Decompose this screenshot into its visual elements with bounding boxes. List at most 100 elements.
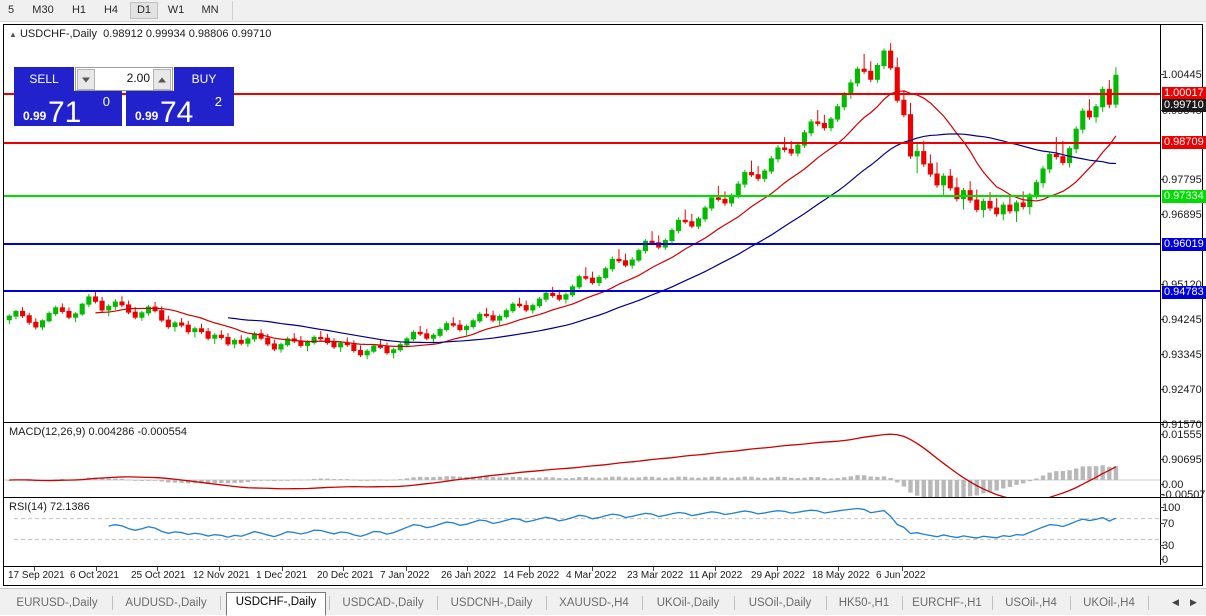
- date-tick-label: 23 Mar 2022: [627, 570, 684, 581]
- horizontal-level-line[interactable]: [4, 290, 1160, 292]
- collapse-caret-icon[interactable]: ▲: [9, 30, 17, 39]
- price-level-chip[interactable]: 0.98709: [1162, 136, 1206, 149]
- symbol-tab-usoil--daily[interactable]: USOil-,Daily: [748, 597, 812, 609]
- timeframe-m30[interactable]: M30: [32, 4, 54, 16]
- rsi-tick-label: 30: [1162, 540, 1175, 552]
- buy-price-button[interactable]: 0.99 74 2: [126, 91, 234, 129]
- rsi-tickmark: [1160, 523, 1164, 524]
- chart-frame: ▲ USDCHF-,Daily 0.98912 0.99934 0.98806 …: [3, 24, 1206, 586]
- buy-button[interactable]: BUY: [174, 67, 234, 91]
- volume-increment-button[interactable]: [153, 69, 171, 90]
- sell-price-main: 71: [48, 96, 82, 129]
- price-level-chip[interactable]: 0.94783: [1162, 286, 1206, 299]
- date-tick-label: 18 May 2022: [812, 570, 870, 581]
- tab-divider: [329, 596, 330, 610]
- scale-tickmark: [1160, 459, 1164, 460]
- date-tickmark: [715, 567, 716, 571]
- date-tick-label: 12 Nov 2021: [193, 570, 250, 581]
- timeframe-h1[interactable]: H1: [71, 4, 87, 16]
- symbol-tab-eurchf--h1[interactable]: EURCHF-,H1: [912, 597, 982, 609]
- sell-button[interactable]: SELL: [14, 67, 74, 91]
- price-tick-label: 0.90695: [1162, 454, 1202, 466]
- one-click-trading-panel[interactable]: SELL 2.00 BUY 0.99 71 0: [14, 67, 234, 129]
- date-tickmark: [467, 567, 468, 571]
- tab-prev-arrow-icon[interactable]: ◀: [1172, 597, 1179, 607]
- scale-tickmark: [1160, 319, 1164, 320]
- toolbar-separator: [232, 1, 233, 20]
- scale-tickmark: [1160, 354, 1164, 355]
- tab-divider: [1148, 596, 1149, 610]
- timeframe-mn[interactable]: MN: [201, 4, 219, 16]
- symbol-tab-eurusd--daily[interactable]: EURUSD-,Daily: [16, 597, 98, 609]
- price-level-chip[interactable]: 0.99710: [1162, 99, 1206, 112]
- scale-tickmark: [1160, 74, 1164, 75]
- date-tickmark: [219, 567, 220, 571]
- buy-price-fraction: 2: [214, 94, 222, 109]
- symbol-label: USDCHF-,Daily: [19, 28, 97, 40]
- chevron-down-icon: [82, 77, 90, 82]
- price-level-chip[interactable]: 0.96019: [1162, 238, 1206, 251]
- price-level-chip[interactable]: 1.00017: [1162, 87, 1206, 100]
- rsi-tick-label: 0: [1162, 554, 1169, 566]
- price-tick-label: 0.93345: [1162, 349, 1202, 361]
- macd-title: MACD(12,26,9) 0.004286 -0.000554: [9, 426, 187, 438]
- tab-divider: [642, 596, 643, 610]
- macd-tickmark: [1160, 494, 1164, 495]
- timeframe-h4[interactable]: H4: [103, 4, 119, 16]
- rsi-tickmark: [1160, 545, 1164, 546]
- timeframe-d1[interactable]: D1: [130, 2, 158, 19]
- scale-tickmark: [1160, 424, 1164, 425]
- price-scale-divider: [1160, 25, 1161, 565]
- price-tick-label: 0.96895: [1162, 209, 1202, 221]
- sell-price-button[interactable]: 0.99 71 0: [14, 91, 122, 129]
- price-tick-label: 0.91570: [1162, 419, 1202, 431]
- date-tickmark: [653, 567, 654, 571]
- date-tickmark: [406, 567, 407, 571]
- date-tickmark: [902, 567, 903, 571]
- date-tick-label: 25 Oct 2021: [131, 570, 186, 581]
- date-tickmark: [529, 567, 530, 571]
- symbol-tab-usdchf--daily[interactable]: USDCHF-,Daily: [226, 592, 326, 616]
- price-pane[interactable]: ▲ USDCHF-,Daily 0.98912 0.99934 0.98806 …: [4, 25, 1202, 421]
- symbol-tab-ukoil--daily[interactable]: UKOil-,Daily: [656, 597, 720, 609]
- macd-pane[interactable]: MACD(12,26,9) 0.004286 -0.000554: [4, 422, 1202, 497]
- volume-decrement-button[interactable]: [77, 69, 95, 90]
- symbol-tab-ukoil--h4[interactable]: UKOil-,H4: [1083, 597, 1135, 609]
- symbol-tab-usoil--h4[interactable]: USOil-,H4: [1005, 597, 1057, 609]
- tab-divider: [1070, 596, 1071, 610]
- scale-tickmark: [1160, 389, 1164, 390]
- date-tick-label: 20 Dec 2021: [317, 570, 374, 581]
- timeframe-5[interactable]: 5: [7, 4, 15, 16]
- price-level-chip[interactable]: 0.97334: [1162, 190, 1206, 203]
- date-tick-label: 1 Dec 2021: [256, 570, 308, 581]
- horizontal-level-line[interactable]: [4, 93, 1160, 95]
- horizontal-level-line[interactable]: [4, 243, 1160, 245]
- trade-panel-top-row: SELL 2.00 BUY: [14, 67, 234, 91]
- date-tickmark: [282, 567, 283, 571]
- tab-divider: [992, 596, 993, 610]
- scale-tickmark: [1160, 284, 1164, 285]
- candlestick-canvas: [6, 43, 1119, 360]
- tab-next-arrow-icon[interactable]: ▶: [1190, 597, 1197, 607]
- symbol-tab-hk50--h1[interactable]: HK50-,H1: [838, 597, 890, 609]
- date-tick-label: 17 Sep 2021: [8, 570, 65, 581]
- tab-divider: [826, 596, 827, 610]
- rsi-canvas: [14, 507, 1160, 540]
- symbol-tab-xauusd--h4[interactable]: XAUUSD-,H4: [559, 597, 629, 609]
- rsi-pane[interactable]: RSI(14) 72.1386: [4, 497, 1202, 566]
- chevron-up-icon: [158, 77, 166, 82]
- tab-divider: [220, 596, 221, 610]
- horizontal-level-line[interactable]: [4, 142, 1160, 144]
- symbol-tab-usdcad--daily[interactable]: USDCAD-,Daily: [342, 597, 424, 609]
- timeframe-w1[interactable]: W1: [167, 4, 185, 16]
- symbol-tab-usdcnh--daily[interactable]: USDCNH-,Daily: [450, 597, 533, 609]
- date-tick-label: 4 Mar 2022: [566, 570, 617, 581]
- price-tick-label: 0.97795: [1162, 174, 1202, 186]
- tab-divider: [546, 596, 547, 610]
- chart-symbol-header: ▲ USDCHF-,Daily 0.98912 0.99934 0.98806 …: [9, 28, 271, 40]
- horizontal-level-line[interactable]: [4, 195, 1160, 197]
- date-tickmark: [157, 567, 158, 571]
- symbol-tab-audusd--daily[interactable]: AUDUSD-,Daily: [125, 597, 207, 609]
- volume-field[interactable]: 2.00: [75, 67, 173, 91]
